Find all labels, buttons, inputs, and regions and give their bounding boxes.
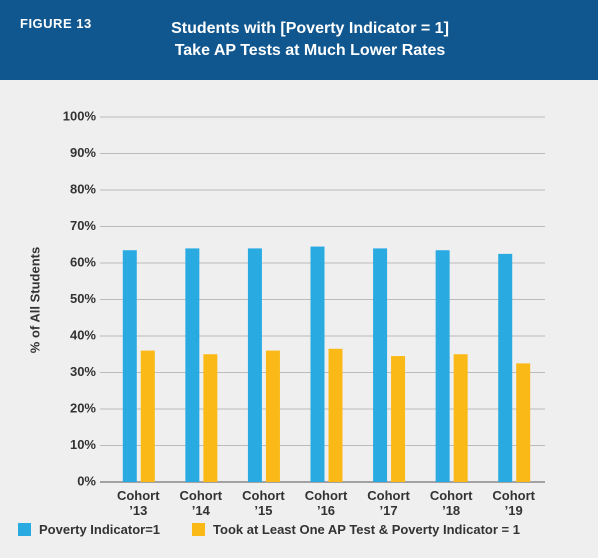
chart-title: Students with [Poverty Indicator = 1] Ta… [100,18,520,62]
y-tick-label: 100% [63,108,97,123]
x-tick-label: Cohort ’19 [492,488,535,518]
y-tick-label: 90% [70,145,96,160]
legend-item: Poverty Indicator=1 [18,522,160,537]
x-tick-label: Cohort ’14 [179,488,223,518]
bar [328,348,343,482]
bar [516,363,531,482]
title-line: Take AP Tests at Much Lower Rates [174,42,446,59]
bar [140,350,155,482]
title-line: Students with [Poverty Indicator = 1] [171,20,449,37]
y-tick-label: 40% [70,327,96,342]
x-tick-label: Cohort ’15 [242,488,285,518]
bar [310,246,325,482]
legend: Poverty Indicator=1 Took at Least One AP … [18,522,552,537]
y-axis-label: % of All Students [27,247,42,353]
bar [122,250,137,482]
legend-label: Poverty Indicator=1 [39,522,161,537]
bar [203,354,218,482]
x-tick-label: Cohort ’18 [429,488,473,518]
y-tick-label: 0% [77,473,96,488]
y-tick-label: 10% [70,437,96,452]
bar [498,253,513,482]
bar [265,350,280,482]
bar [391,356,406,482]
legend-swatch [192,523,206,536]
y-tick-label: 50% [70,291,96,306]
header: FIGURE 13 Students with [Poverty Indicat… [0,0,598,80]
x-tick-label: Cohort ’16 [304,488,348,518]
y-tick-label: 70% [70,218,96,233]
legend-label: Took at Least One AP Test & Poverty Indi… [213,522,520,537]
bar [453,354,468,482]
y-tick-label: 80% [70,181,96,196]
y-tick-label: 60% [70,254,96,269]
figure-label: FIGURE 13 [20,16,92,31]
bar [435,250,450,482]
bar [373,248,388,482]
x-tick-label: Cohort ’13 [116,488,160,518]
legend-item: Took at Least One AP Test & Poverty Indi… [192,522,520,537]
y-tick-label: 20% [70,400,96,415]
bar [185,248,200,482]
bar [247,248,262,482]
y-tick-label: 30% [70,364,96,379]
legend-swatch [18,523,31,536]
x-tick-label: Cohort ’17 [367,488,410,518]
